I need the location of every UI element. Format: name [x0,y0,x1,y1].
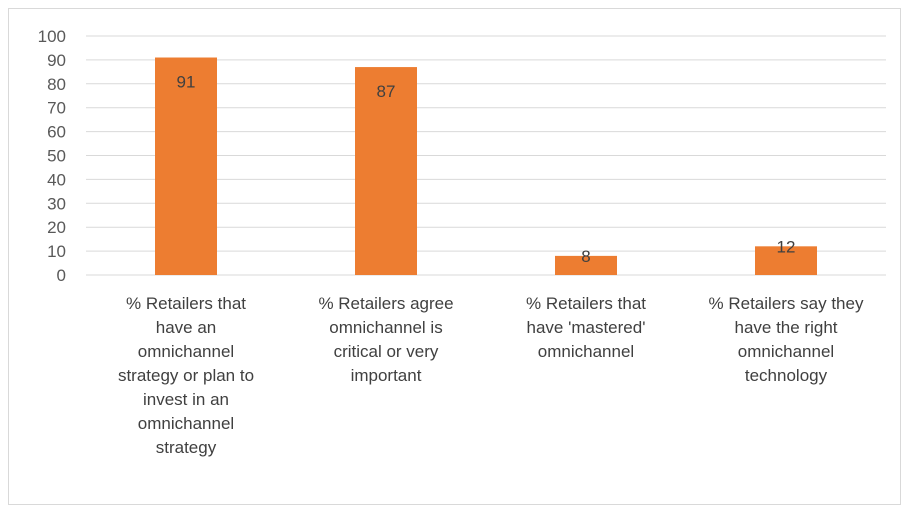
y-tick-label: 70 [47,99,66,118]
x-category-label: % Retailers that have 'mastered' omnichann… [526,294,646,361]
y-tick-label: 10 [47,242,66,261]
y-tick-label: 40 [47,170,66,189]
y-tick-label: 90 [47,51,66,70]
data-label: 12 [777,237,796,256]
y-tick-label: 30 [47,194,66,213]
data-labels: 91 87 8 12 [177,73,796,266]
y-tick-label: 100 [38,27,66,46]
bar [155,57,217,276]
gridlines [86,35,886,276]
x-category-label: % Retailers that have an omnichannel strate… [118,294,254,457]
bar [755,246,817,275]
bar [355,67,417,275]
x-category-label: % Retailers agree omnichannel is critical … [318,294,453,385]
y-tick-label: 80 [47,75,66,94]
y-tick-label: 60 [47,123,66,142]
bars [155,57,817,276]
y-tick-label: 50 [47,147,66,166]
x-category-label: % Retailers say they have the right omnich… [709,294,864,385]
bar [555,255,617,275]
data-label: 87 [377,82,396,101]
x-axis-categories: % Retailers that have an omnichannel strate… [118,294,864,457]
y-tick-label: 20 [47,218,66,237]
data-label: 91 [177,73,196,92]
y-tick-label: 0 [57,266,66,285]
y-axis-ticks: 0 10 20 30 40 50 60 70 80 90 100 [38,27,66,285]
data-label: 8 [581,247,590,266]
